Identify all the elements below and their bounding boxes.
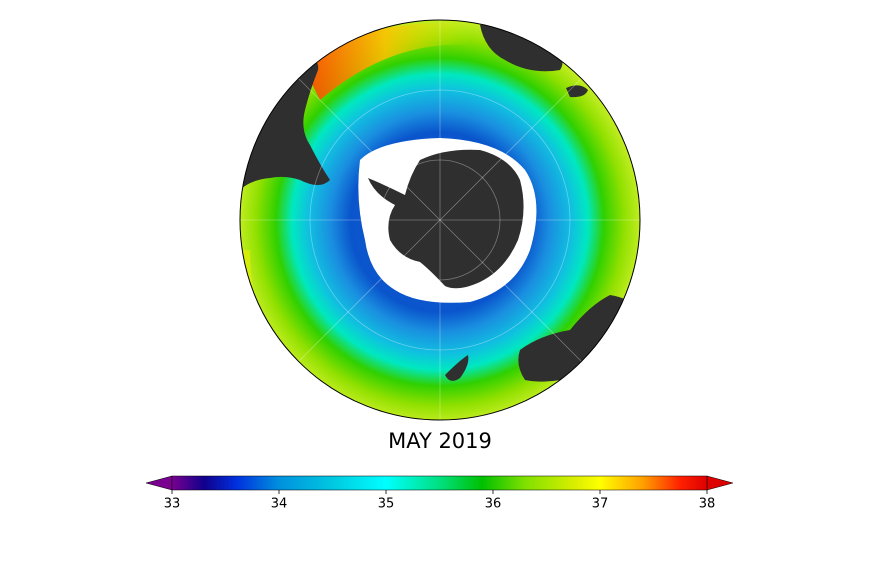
south-america bbox=[240, 58, 330, 190]
colorbar-tick-label: 38 bbox=[699, 497, 716, 512]
africa bbox=[480, 24, 563, 72]
colorbar-tick-label: 34 bbox=[271, 497, 288, 512]
graticule bbox=[240, 20, 640, 420]
antarctica bbox=[368, 149, 524, 289]
colorbar-extend-low bbox=[145, 475, 173, 491]
colorbar-tick-label: 37 bbox=[592, 497, 609, 512]
map bbox=[240, 20, 640, 420]
map-title: MAY 2019 bbox=[388, 429, 492, 453]
australia bbox=[518, 295, 640, 382]
colorbar: 33 34 35 36 37 38 bbox=[145, 475, 734, 512]
new-zealand bbox=[445, 355, 469, 381]
colorbar-bar bbox=[171, 475, 708, 491]
colorbar-tick-label: 33 bbox=[164, 497, 181, 512]
colorbar-extend-high bbox=[706, 475, 734, 491]
map-border bbox=[239, 19, 641, 421]
madagascar bbox=[566, 85, 588, 98]
colorbar-tick-label: 35 bbox=[378, 497, 395, 512]
colorbar-tick-label: 36 bbox=[485, 497, 502, 512]
